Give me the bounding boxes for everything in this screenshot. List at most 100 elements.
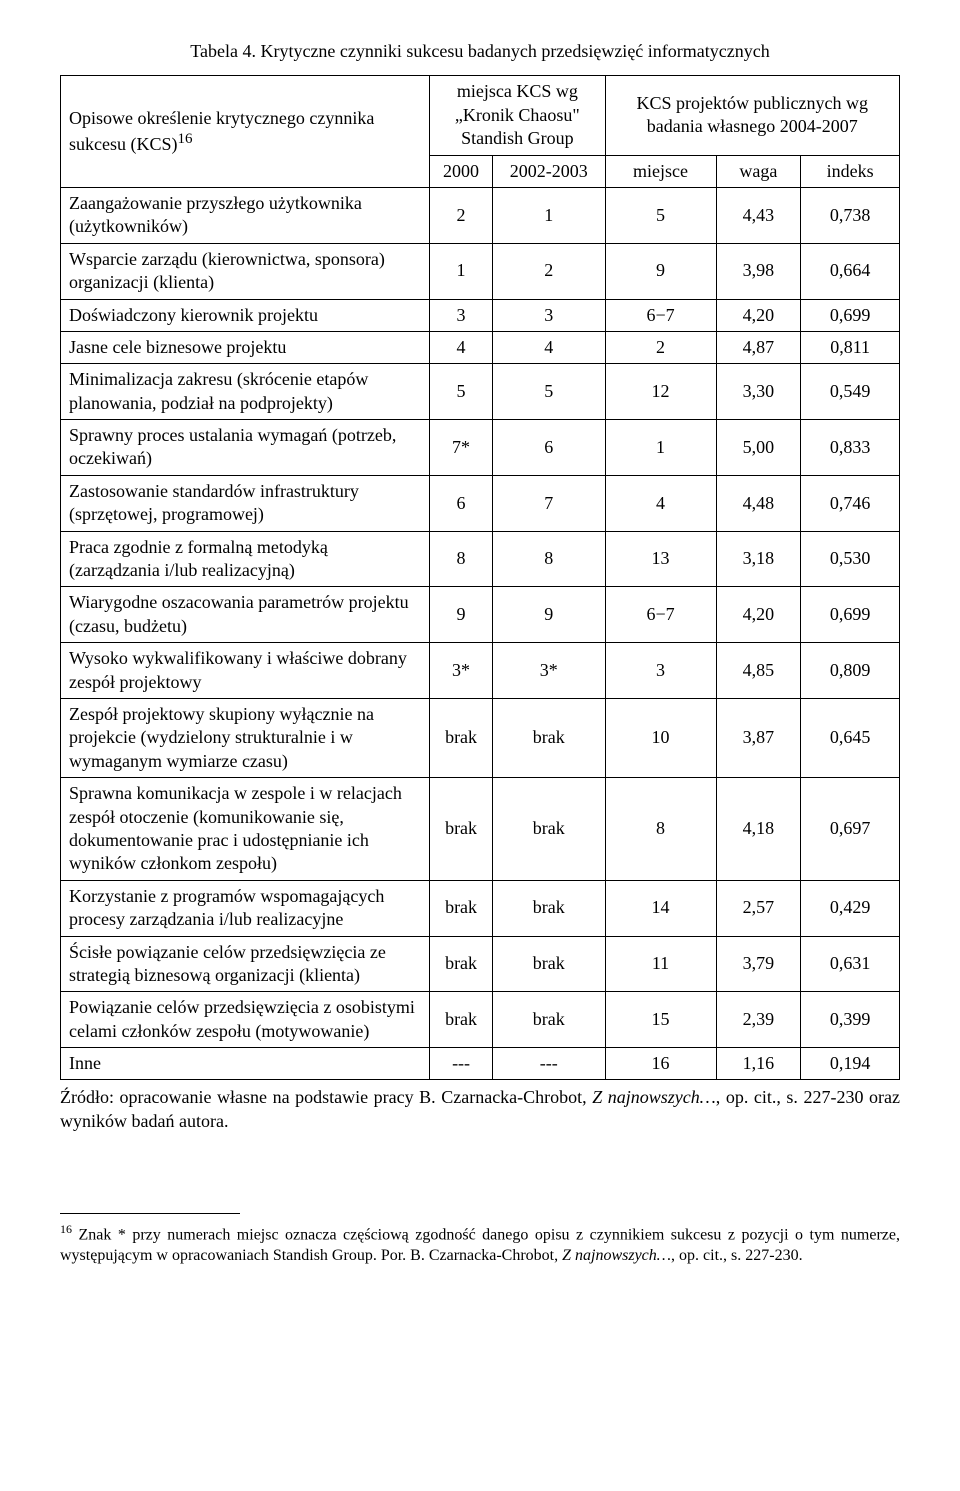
cell: 0,738 (801, 187, 900, 243)
row-label: Inne (61, 1048, 430, 1080)
kcs-table: Opisowe określenie krytycznego czynnika … (60, 75, 900, 1080)
cell: 0,549 (801, 364, 900, 420)
table-row: Powiązanie celów przedsięwzięcia z osobi… (61, 992, 900, 1048)
cell: 0,699 (801, 587, 900, 643)
header-rowlabel: Opisowe określenie krytycznego czynnika … (61, 76, 430, 188)
cell: 4,87 (716, 331, 801, 363)
cell: 5 (430, 364, 493, 420)
cell: 0,697 (801, 778, 900, 881)
header-rowlabel-sup: 16 (178, 131, 193, 147)
header-sub-indeks: indeks (801, 155, 900, 187)
table-row: Doświadczony kierownik projektu336−74,20… (61, 299, 900, 331)
source-italic: Z najnowszych… (592, 1087, 716, 1107)
table-caption: Tabela 4. Krytyczne czynniki sukcesu bad… (60, 40, 900, 63)
cell: 3 (605, 643, 716, 699)
cell: 0,530 (801, 531, 900, 587)
row-label: Wiarygodne oszacowania parametrów projek… (61, 587, 430, 643)
header-group2-line1: KCS projektów publicznych wg (637, 93, 868, 113)
cell: 7 (492, 475, 605, 531)
table-row: Praca zgodnie z formalną metodyką (zarzą… (61, 531, 900, 587)
table-row: Zaangażowanie przyszłego użytkownika (uż… (61, 187, 900, 243)
row-label: Zespół projektowy skupiony wyłącznie na … (61, 698, 430, 777)
table-row: Minimalizacja zakresu (skrócenie etapów … (61, 364, 900, 420)
row-label: Zastosowanie standardów infrastruktury (… (61, 475, 430, 531)
cell: 3,18 (716, 531, 801, 587)
cell: 9 (605, 243, 716, 299)
row-label: Korzystanie z programów wspomagających p… (61, 880, 430, 936)
cell: 5,00 (716, 420, 801, 476)
source-prefix: Źródło: opracowanie własne na podstawie … (60, 1087, 592, 1107)
cell: 0,399 (801, 992, 900, 1048)
cell: 4,18 (716, 778, 801, 881)
footnote-divider (60, 1213, 240, 1214)
cell: 4,85 (716, 643, 801, 699)
cell: 0,809 (801, 643, 900, 699)
cell: 16 (605, 1048, 716, 1080)
cell: 3 (430, 299, 493, 331)
cell: 9 (492, 587, 605, 643)
table-row: Ścisłe powiązanie celów przedsięwzięcia … (61, 936, 900, 992)
header-sub-2000: 2000 (430, 155, 493, 187)
cell: 2,57 (716, 880, 801, 936)
cell: 3,30 (716, 364, 801, 420)
cell: 4,48 (716, 475, 801, 531)
cell: brak (492, 880, 605, 936)
cell: 9 (430, 587, 493, 643)
cell: --- (492, 1048, 605, 1080)
cell: 6−7 (605, 587, 716, 643)
cell: --- (430, 1048, 493, 1080)
header-group1-line1: miejsca KCS wg (457, 81, 578, 101)
cell: brak (492, 698, 605, 777)
row-label: Praca zgodnie z formalną metodyką (zarzą… (61, 531, 430, 587)
cell: 2,39 (716, 992, 801, 1048)
header-group1-line3: Standish Group (461, 128, 574, 148)
cell: 6 (492, 420, 605, 476)
cell: 7* (430, 420, 493, 476)
header-rowlabel-text: Opisowe określenie krytycznego czynnika … (69, 108, 374, 154)
header-group1-line2: „Kronik Chaosu" (455, 105, 580, 125)
cell: 0,811 (801, 331, 900, 363)
table-row: Wsparcie zarządu (kierownictwa, sponsora… (61, 243, 900, 299)
cell: 2 (430, 187, 493, 243)
cell: 3,98 (716, 243, 801, 299)
row-label: Powiązanie celów przedsięwzięcia z osobi… (61, 992, 430, 1048)
header-sub-2002: 2002-2003 (492, 155, 605, 187)
cell: 3 (492, 299, 605, 331)
header-sub-miejsce: miejsce (605, 155, 716, 187)
cell: 15 (605, 992, 716, 1048)
cell: 0,429 (801, 880, 900, 936)
cell: 3,79 (716, 936, 801, 992)
cell: 1,16 (716, 1048, 801, 1080)
table-row: Sprawna komunikacja w zespole i w relacj… (61, 778, 900, 881)
row-label: Sprawna komunikacja w zespole i w relacj… (61, 778, 430, 881)
table-row: Korzystanie z programów wspomagających p… (61, 880, 900, 936)
cell: brak (430, 992, 493, 1048)
cell: 6 (430, 475, 493, 531)
cell: 4,20 (716, 587, 801, 643)
table-row: Wysoko wykwalifikowany i właściwe dobran… (61, 643, 900, 699)
row-label: Minimalizacja zakresu (skrócenie etapów … (61, 364, 430, 420)
cell: 0,194 (801, 1048, 900, 1080)
cell: brak (492, 936, 605, 992)
cell: 3,87 (716, 698, 801, 777)
row-label: Jasne cele biznesowe projektu (61, 331, 430, 363)
row-label: Zaangażowanie przyszłego użytkownika (uż… (61, 187, 430, 243)
table-row: Zastosowanie standardów infrastruktury (… (61, 475, 900, 531)
cell: 0,833 (801, 420, 900, 476)
footnote-sup: 16 (60, 1222, 72, 1236)
header-group2: KCS projektów publicznych wg badania wła… (605, 76, 899, 155)
header-group1: miejsca KCS wg „Kronik Chaosu" Standish … (430, 76, 605, 155)
table-row: Sprawny proces ustalania wymagań (potrze… (61, 420, 900, 476)
cell: 14 (605, 880, 716, 936)
row-label: Wsparcie zarządu (kierownictwa, sponsora… (61, 243, 430, 299)
row-label: Sprawny proces ustalania wymagań (potrze… (61, 420, 430, 476)
header-group2-line2: badania własnego 2004-2007 (647, 116, 858, 136)
cell: 12 (605, 364, 716, 420)
table-row: Inne------161,160,194 (61, 1048, 900, 1080)
row-label: Wysoko wykwalifikowany i właściwe dobran… (61, 643, 430, 699)
footnote-italic: Z najnowszych… (562, 1247, 671, 1264)
cell: 0,664 (801, 243, 900, 299)
cell: brak (430, 698, 493, 777)
cell: 11 (605, 936, 716, 992)
footnote-suffix: , op. cit., s. 227-230. (671, 1247, 803, 1264)
